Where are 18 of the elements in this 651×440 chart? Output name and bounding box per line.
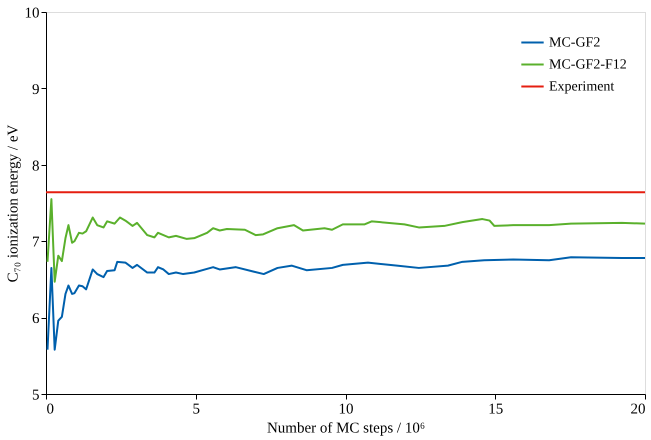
y-tick-label: 10 — [24, 6, 40, 22]
x-tick-label: 15 — [488, 402, 504, 418]
legend-label: MC-GF2 — [549, 36, 600, 50]
y-tick-label: 5 — [32, 388, 40, 404]
y-tick-label: 9 — [32, 82, 40, 98]
legend-label: MC-GF2-F12 — [549, 58, 627, 72]
line-series — [46, 198, 646, 283]
line-series — [46, 256, 646, 351]
legend-label: Experiment — [549, 80, 614, 94]
x-tick-label: 5 — [192, 402, 200, 418]
y-axis-title: C₇₀ ionization energy / eV — [6, 124, 22, 282]
y-tick-label: 7 — [32, 234, 40, 251]
x-tick-label: 10 — [338, 402, 354, 418]
x-tick-label: 20 — [630, 402, 646, 418]
x-axis-title: Number of MC steps / 10⁶ — [266, 420, 426, 436]
y-tick-label: 8 — [32, 158, 40, 174]
y-tick-label: 6 — [32, 311, 40, 328]
x-tick-label: 0 — [46, 402, 54, 418]
